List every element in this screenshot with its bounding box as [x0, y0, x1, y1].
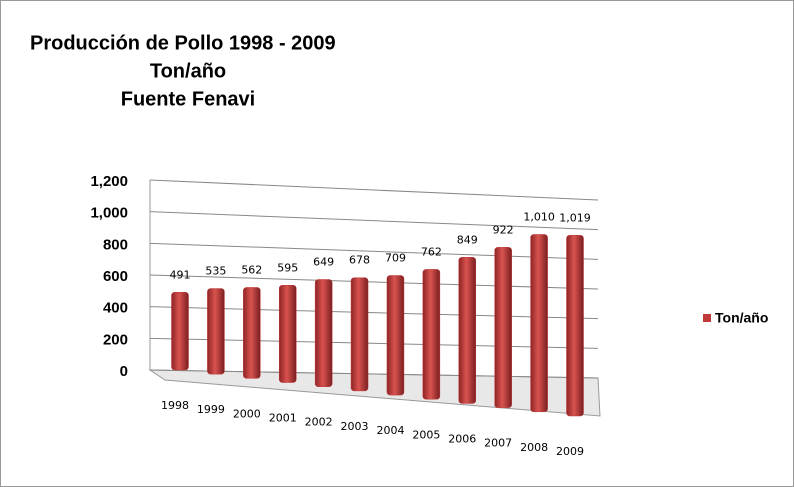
grid-line [149, 274, 599, 290]
legend-marker [703, 314, 711, 322]
grid-line [149, 242, 599, 260]
grid-line [149, 369, 599, 379]
x-tick-label: 2008 [520, 441, 548, 454]
data-label: 678 [349, 254, 370, 267]
y-tick-label: 1,000 [90, 205, 128, 222]
bar [458, 257, 477, 404]
data-label: 595 [277, 261, 298, 274]
data-label: 562 [241, 263, 262, 276]
legend-label: Ton/año [715, 310, 768, 326]
data-label: 491 [170, 268, 191, 281]
x-tick-label: 2006 [448, 432, 476, 445]
data-label: 535 [205, 265, 226, 278]
data-label: 649 [313, 255, 334, 268]
y-tick-label: 200 [103, 331, 128, 348]
data-label: 922 [493, 223, 514, 236]
data-label: 709 [385, 251, 406, 264]
bar [386, 275, 405, 396]
bar [350, 277, 369, 392]
bar [494, 247, 512, 408]
bar [566, 235, 584, 417]
x-tick-label: 2003 [341, 420, 369, 433]
chart-subtitle: Fuente Fenavi [121, 88, 255, 110]
x-tick-label: 2002 [305, 416, 333, 429]
y-tick-label: 800 [103, 236, 128, 253]
x-tick-label: 2001 [269, 412, 297, 425]
x-tick-label: 2007 [484, 437, 512, 450]
y-tick-label: 1,200 [90, 173, 128, 190]
y-tick-label: 600 [103, 268, 128, 285]
y-tick-label: 0 [120, 363, 128, 380]
data-label: 849 [457, 233, 478, 246]
data-label: 1,019 [559, 211, 591, 224]
bar [243, 287, 261, 379]
bar [314, 279, 333, 387]
bar [171, 292, 189, 371]
bar [422, 269, 441, 400]
x-tick-label: 2005 [412, 428, 440, 441]
grid-line [149, 306, 599, 320]
x-tick-label: 1998 [161, 399, 189, 412]
x-tick-label: 2004 [376, 424, 404, 437]
chart-subtitle: Ton/año [150, 60, 226, 82]
grid-line [149, 211, 599, 231]
x-tick-label: 2009 [556, 445, 584, 458]
data-label: 1,010 [523, 210, 555, 223]
bar [278, 285, 297, 383]
data-label: 762 [421, 245, 442, 258]
bar [207, 288, 225, 375]
grid-line [149, 179, 599, 201]
chart-title: Producción de Pollo 1998 - 2009 [30, 32, 336, 54]
y-tick-label: 400 [103, 300, 128, 317]
bar [530, 234, 548, 413]
x-tick-label: 1999 [197, 403, 225, 416]
x-tick-label: 2000 [233, 407, 261, 420]
grid-line [149, 337, 599, 349]
